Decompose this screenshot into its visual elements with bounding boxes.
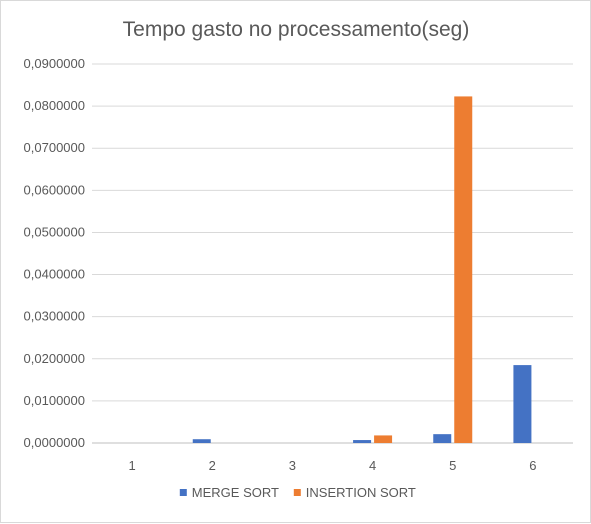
- bar-insertion-sort-5: [454, 96, 473, 444]
- y-tick-label: 0,0700000: [24, 140, 85, 155]
- legend-label: INSERTION SORT: [306, 485, 416, 500]
- bar-insertion-sort-4: [374, 435, 393, 443]
- bar-merge-sort-6: [513, 365, 532, 443]
- x-axis-ticks: 1 2 3 4 5 6: [128, 458, 536, 473]
- bars: [192, 96, 532, 444]
- x-tick-label: 5: [449, 458, 456, 473]
- y-tick-label: 0,0100000: [24, 393, 85, 408]
- y-tick-label: 0,0000000: [24, 435, 85, 450]
- x-tick-label: 1: [128, 458, 135, 473]
- y-axis-ticks: 0,0000000 0,0100000 0,0200000 0,0300000 0,04…: [24, 56, 85, 450]
- bar-merge-sort-5: [433, 434, 452, 443]
- y-tick-label: 0,0200000: [24, 351, 85, 366]
- y-tick-label: 0,0600000: [24, 182, 85, 197]
- y-tick-label: 0,0300000: [24, 309, 85, 324]
- legend: MERGE SORT INSERTION SORT: [179, 485, 416, 500]
- legend-swatch: [179, 489, 187, 496]
- y-tick-label: 0,0500000: [24, 224, 85, 239]
- x-tick-label: 6: [529, 458, 536, 473]
- chart-title: Tempo gasto no processamento(seg): [123, 18, 470, 41]
- y-tick-label: 0,0900000: [24, 56, 85, 71]
- bar-merge-sort-4: [353, 440, 372, 443]
- bar-merge-sort-2: [192, 439, 211, 443]
- x-tick-label: 3: [289, 458, 296, 473]
- gridlines: [92, 63, 573, 444]
- y-tick-label: 0,0400000: [24, 267, 85, 282]
- legend-label: MERGE SORT: [192, 485, 279, 500]
- x-tick-label: 2: [209, 458, 216, 473]
- y-tick-label: 0,0800000: [24, 98, 85, 113]
- x-tick-label: 4: [369, 458, 376, 473]
- legend-swatch: [293, 489, 301, 496]
